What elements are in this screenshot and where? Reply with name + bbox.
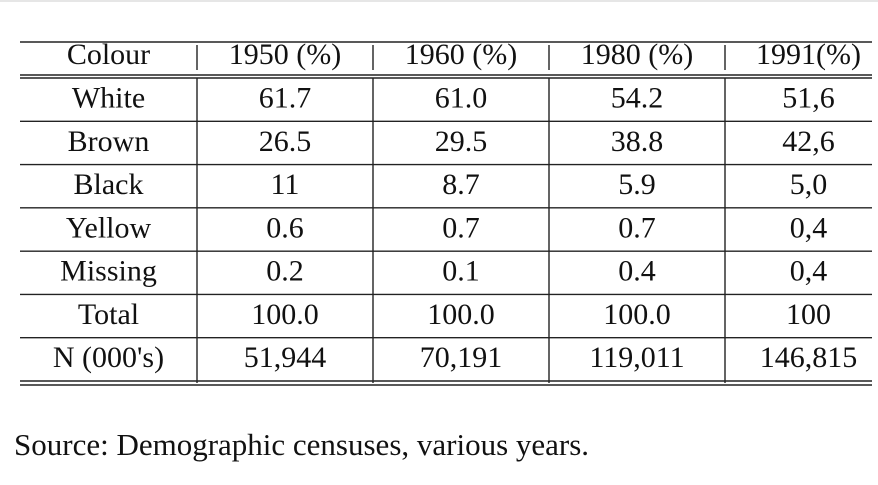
table: Colour 1950 (%) 1960 (%) 1980 (%) 1991(%) Whi… — [20, 38, 872, 386]
cell: 100.0 — [251, 298, 319, 331]
row-label: N (000's) — [53, 341, 164, 374]
cell: 0.1 — [442, 255, 480, 288]
cell: 11 — [271, 168, 300, 201]
row-label: White — [72, 82, 145, 115]
cell: 100.0 — [427, 298, 495, 331]
cell: 54.2 — [611, 82, 664, 115]
cell: 29.5 — [435, 125, 488, 158]
cell: 0,4 — [790, 255, 828, 288]
cell: 42,6 — [782, 125, 835, 158]
cell: 100.0 — [603, 298, 671, 331]
row-label: Total — [78, 298, 139, 331]
row-label: Missing — [60, 255, 157, 288]
cell: 0.2 — [266, 255, 304, 288]
cell: 0.4 — [618, 255, 656, 288]
cell: 0.6 — [266, 211, 304, 244]
header-cell: 1991(%) — [756, 38, 861, 71]
cell: 119,011 — [589, 341, 684, 374]
cell: 38.8 — [611, 125, 664, 158]
header-cell: 1980 (%) — [581, 38, 693, 71]
cell: 8.7 — [442, 168, 480, 201]
cell: 100 — [786, 298, 831, 331]
source-note: Source: Demographic censuses, various ye… — [14, 427, 589, 462]
cell: 0,4 — [790, 211, 828, 244]
cell: 61.0 — [435, 82, 488, 115]
cell: 51,6 — [782, 82, 835, 115]
header-cell: 1950 (%) — [229, 38, 341, 71]
cell: 146,815 — [760, 341, 858, 374]
cell: 0.7 — [442, 211, 480, 244]
row-label: Yellow — [66, 211, 152, 244]
row-label: Black — [74, 168, 144, 201]
cell: 26.5 — [259, 125, 312, 158]
cell: 61.7 — [259, 82, 312, 115]
cell: 51,944 — [244, 341, 327, 374]
cell: 0.7 — [618, 211, 656, 244]
header-cell: Colour — [67, 38, 150, 71]
header-cell: 1960 (%) — [405, 38, 517, 71]
cell: 70,191 — [420, 341, 503, 374]
row-label: Brown — [68, 125, 150, 158]
cell: 5,0 — [790, 168, 828, 201]
cell: 5.9 — [618, 168, 656, 201]
